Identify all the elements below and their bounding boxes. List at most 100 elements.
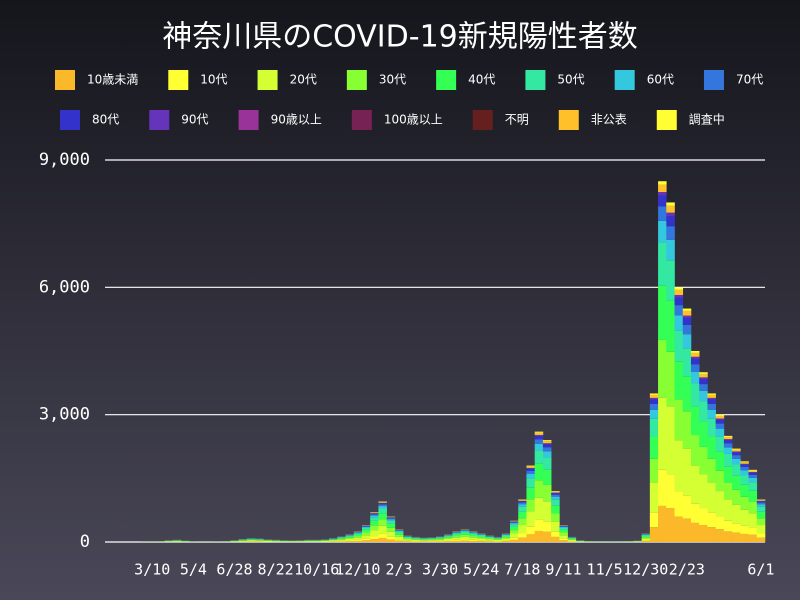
bar-segment — [452, 539, 461, 541]
bar-segment — [748, 534, 758, 542]
bar-segment — [255, 540, 264, 542]
bar-segment — [649, 399, 659, 404]
bar-segment — [444, 536, 453, 538]
bar-segment — [740, 462, 749, 464]
bar-segment — [732, 464, 741, 476]
bar-segment — [485, 536, 494, 538]
bar-segment — [690, 351, 700, 353]
legend-swatch — [656, 110, 677, 130]
bar-segment — [518, 537, 527, 542]
bar-segment — [534, 530, 544, 542]
bar-segment — [255, 540, 264, 541]
bar-segment — [444, 540, 453, 542]
bar-segment — [732, 523, 741, 533]
legend-label: 10代 — [200, 73, 227, 87]
x-tick-label: 6/1 — [747, 561, 774, 579]
bar-segment — [477, 540, 486, 542]
legend-swatch — [168, 70, 189, 90]
bar-segment — [658, 505, 667, 542]
bar-segment — [510, 530, 519, 534]
bar-segment — [748, 490, 758, 502]
bar-segment — [386, 519, 396, 521]
bar-segment — [551, 491, 560, 493]
bar-segment — [740, 464, 749, 468]
bar-segment — [551, 531, 560, 537]
bar-segment — [690, 358, 700, 365]
bar-segment — [690, 465, 700, 504]
bar-segment — [690, 352, 700, 357]
bar-segment — [707, 512, 716, 528]
bar-segment — [690, 364, 700, 373]
x-tick-label: 5/4 — [180, 561, 207, 579]
bar-segment — [320, 540, 330, 542]
bar-segment — [559, 532, 568, 536]
bar-segment — [518, 506, 527, 512]
bar-segment — [641, 535, 651, 538]
bar-segment — [567, 537, 577, 539]
bar-segment — [715, 419, 725, 424]
bar-segment — [707, 436, 716, 459]
bar-segment — [337, 539, 346, 541]
bar-segment — [329, 539, 338, 540]
bar-segment — [756, 537, 766, 542]
y-tick-label: 9,000 — [39, 150, 90, 170]
bar-segment — [699, 508, 708, 526]
bar-segment — [559, 526, 568, 527]
bar-segment — [246, 539, 256, 540]
x-tick-label: 2/23 — [669, 561, 705, 579]
bar-segment — [551, 492, 560, 494]
bar-segment — [690, 522, 700, 542]
bar-segment — [378, 519, 387, 526]
bar-segment — [370, 539, 379, 542]
bar-segment — [510, 522, 519, 524]
bar-segment — [493, 539, 503, 540]
bar-segment — [542, 443, 552, 445]
legend-label: 50代 — [557, 73, 584, 87]
legend-swatch — [257, 70, 278, 90]
bar-segment — [666, 508, 675, 542]
bar-segment — [444, 537, 453, 539]
bar-segment — [485, 538, 494, 540]
bar-segment — [551, 496, 560, 500]
legend-swatch — [351, 110, 372, 130]
bar-segment — [732, 455, 741, 459]
bar-segment — [460, 530, 470, 531]
bar-segment — [707, 403, 716, 410]
bar-segment — [361, 540, 371, 542]
bar-segment — [715, 470, 725, 492]
bar-segment — [699, 421, 708, 447]
bar-segment — [436, 540, 445, 542]
bar-segment — [740, 470, 749, 476]
bar-segment — [394, 540, 404, 542]
bar-segment — [690, 372, 700, 384]
bar-segment — [641, 541, 651, 542]
bar-segment — [542, 451, 552, 458]
bar-segment — [510, 524, 519, 527]
bar-segment — [723, 499, 733, 521]
bar-segment — [732, 448, 741, 450]
bar-segment — [534, 463, 544, 481]
bar-segment — [526, 534, 535, 542]
bar-segment — [477, 535, 486, 538]
legend-label: 調査中 — [689, 112, 725, 127]
bar-segment — [542, 521, 552, 532]
bar-segment — [658, 397, 667, 470]
bar-segment — [246, 540, 256, 542]
bar-segment — [699, 525, 708, 542]
bar-segment — [542, 469, 552, 485]
bar-segment — [337, 541, 346, 542]
x-tick-label: 11/5 — [587, 561, 623, 579]
bar-segment — [658, 339, 667, 398]
bar-segment — [468, 537, 478, 540]
bar-segment — [501, 534, 511, 535]
bar-segment — [748, 469, 758, 471]
bar-segment — [329, 539, 338, 541]
bar-segment — [559, 526, 568, 528]
bar-segment — [641, 538, 651, 541]
bar-segment — [674, 361, 684, 400]
bar-segment — [370, 536, 379, 540]
bar-segment — [715, 529, 725, 542]
bar-segment — [699, 377, 708, 380]
bar-segment — [501, 541, 511, 542]
x-tick-label: 12/10 — [335, 561, 380, 579]
